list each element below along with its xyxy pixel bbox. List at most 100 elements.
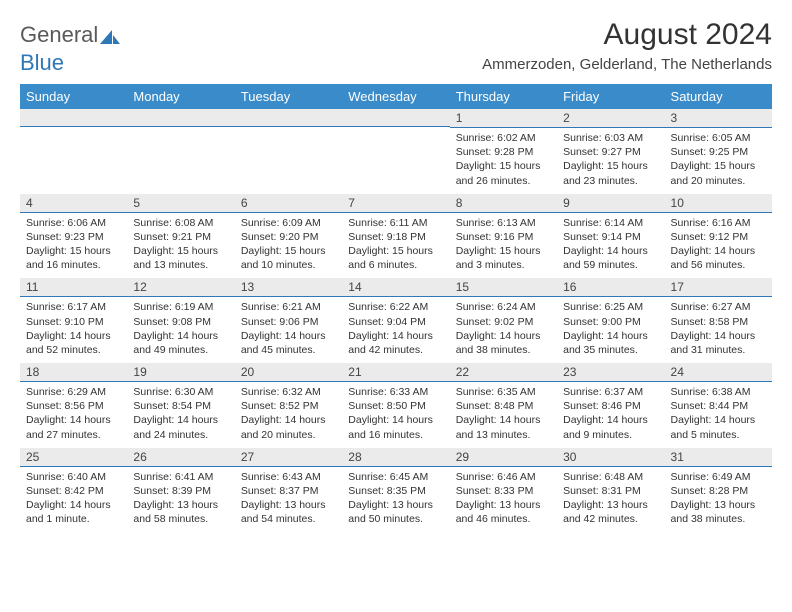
daylight-line: Daylight: 14 hours and 49 minutes.: [133, 330, 218, 356]
sunrise-line: Sunrise: 6:41 AM: [133, 471, 213, 483]
day-body: Sunrise: 6:37 AMSunset: 8:46 PMDaylight:…: [557, 382, 664, 448]
daylight-line: Daylight: 14 hours and 13 minutes.: [456, 414, 541, 440]
daylight-line: Daylight: 14 hours and 16 minutes.: [348, 414, 433, 440]
sunset-line: Sunset: 9:00 PM: [563, 316, 641, 328]
calendar-cell: 8Sunrise: 6:13 AMSunset: 9:16 PMDaylight…: [450, 194, 557, 279]
empty-day-body: [235, 127, 342, 185]
empty-day-head: [127, 109, 234, 127]
calendar-cell: 3Sunrise: 6:05 AMSunset: 9:25 PMDaylight…: [665, 109, 772, 194]
calendar-cell: [20, 109, 127, 194]
sunrise-line: Sunrise: 6:30 AM: [133, 386, 213, 398]
day-body: Sunrise: 6:06 AM Sunset: 9:23 PM Daylight:…: [20, 213, 127, 279]
calendar-cell: 20Sunrise: 6:32 AMSunset: 8:52 PMDayligh…: [235, 363, 342, 448]
day-number: 30: [557, 448, 664, 467]
day-number: 11: [20, 278, 127, 297]
calendar-cell: 19Sunrise: 6:30 AMSunset: 8:54 PMDayligh…: [127, 363, 234, 448]
daylight-line: Daylight: 14 hours and 9 minutes.: [563, 414, 648, 440]
daylight-line: Daylight: 14 hours and 1 minute.: [26, 499, 111, 525]
weekday-header: Tuesday: [235, 84, 342, 109]
calendar-cell: 31Sunrise: 6:49 AMSunset: 8:28 PMDayligh…: [665, 448, 772, 533]
daylight-line: Daylight: 14 hours and 20 minutes.: [241, 414, 326, 440]
brand-part2: Blue: [20, 50, 64, 75]
daylight-line: Daylight: 14 hours and 35 minutes.: [563, 330, 648, 356]
weekday-header: Friday: [557, 84, 664, 109]
day-number: 6: [235, 194, 342, 213]
sunrise-line: Sunrise: 6:40 AM: [26, 471, 106, 483]
calendar-cell: 21Sunrise: 6:33 AMSunset: 8:50 PMDayligh…: [342, 363, 449, 448]
daylight-line: Daylight: 14 hours and 59 minutes.: [563, 245, 648, 271]
daylight-line: Daylight: 14 hours and 56 minutes.: [671, 245, 756, 271]
day-number: 22: [450, 363, 557, 382]
sunrise-line: Sunrise: 6:49 AM: [671, 471, 751, 483]
day-body: Sunrise: 6:03 AMSunset: 9:27 PMDaylight:…: [557, 128, 664, 194]
sunrise-line: Sunrise: 6:02 AM: [456, 132, 536, 144]
sunset-line: Sunset: 9:23 PM: [26, 231, 104, 243]
sunset-line: Sunset: 9:28 PM: [456, 146, 534, 158]
day-body: Sunrise: 6:19 AMSunset: 9:08 PMDaylight:…: [127, 297, 234, 363]
day-body: Sunrise: 6:05 AMSunset: 9:25 PMDaylight:…: [665, 128, 772, 194]
calendar-cell: 12Sunrise: 6:19 AMSunset: 9:08 PMDayligh…: [127, 278, 234, 363]
day-body: Sunrise: 6:22 AM Sunset: 9:04 PM Daylight:…: [342, 297, 449, 363]
day-body: Sunrise: 6:32 AMSunset: 8:52 PMDaylight:…: [235, 382, 342, 448]
daylight-line: Daylight: 13 hours and 42 minutes.: [563, 499, 648, 525]
calendar-cell: 15Sunrise: 6:24 AMSunset: 9:02 PMDayligh…: [450, 278, 557, 363]
day-number: 10: [665, 194, 772, 213]
calendar-cell: 22Sunrise: 6:35 AMSunset: 8:48 PMDayligh…: [450, 363, 557, 448]
sunrise-line: Sunrise: 6:29 AM: [26, 386, 106, 398]
day-body: Sunrise: 6:17 AMSunset: 9:10 PMDaylight:…: [20, 297, 127, 363]
day-body: Sunrise: 6:46 AMSunset: 8:33 PMDaylight:…: [450, 467, 557, 533]
day-number: 9: [557, 194, 664, 213]
sunrise-line: Sunrise: 6:06 AM: [26, 217, 106, 229]
title-block: August 2024 Ammerzoden, Gelderland, The …: [482, 18, 772, 73]
sunrise-line: Sunrise: 6:43 AM: [241, 471, 321, 483]
calendar-cell: 24 Sunrise: 6:38 AM Sunset: 8:44 PM Dayligh…: [665, 363, 772, 448]
sunset-line: Sunset: 8:42 PM: [26, 485, 104, 497]
sunset-line: Sunset: 8:37 PM: [241, 485, 319, 497]
daylight-line: Daylight: 15 hours and 16 minutes.: [26, 245, 111, 271]
calendar-cell: 26Sunrise: 6:41 AMSunset: 8:39 PMDayligh…: [127, 448, 234, 533]
daylight-line: Daylight: 14 hours and 52 minutes.: [26, 330, 111, 356]
calendar-cell: 18Sunrise: 6:29 AMSunset: 8:56 PMDayligh…: [20, 363, 127, 448]
day-body: Sunrise: 6:14 AMSunset: 9:14 PMDaylight:…: [557, 213, 664, 279]
daylight-line: Daylight: 15 hours and 23 minutes.: [563, 160, 648, 186]
daylight-line: Daylight: 14 hours and 38 minutes.: [456, 330, 541, 356]
empty-day-body: [127, 127, 234, 185]
day-number: 28: [342, 448, 449, 467]
empty-day-body: [20, 127, 127, 185]
sunrise-line: Sunrise: 6:38 AM: [671, 386, 751, 398]
daylight-line: Daylight: 15 hours and 10 minutes.: [241, 245, 326, 271]
calendar-head: SundayMondayTuesdayWednesdayThursdayFrid…: [20, 84, 772, 109]
calendar-cell: 14Sunrise: 6:22 AMSunset: 9:04 PMDayligh…: [342, 278, 449, 363]
day-body: Sunrise: 6:27 AMSunset: 8:58 PMDaylight:…: [665, 297, 772, 363]
sunrise-line: Sunrise: 6:03 AM: [563, 132, 643, 144]
sunset-line: Sunset: 9:25 PM: [671, 146, 749, 158]
weekday-header: Thursday: [450, 84, 557, 109]
sunset-line: Sunset: 8:44 PM: [671, 400, 749, 412]
sunset-line: Sunset: 9:12 PM: [671, 231, 749, 243]
day-body: Sunrise: 6:49 AMSunset: 8:28 PMDaylight:…: [665, 467, 772, 533]
day-number: 27: [235, 448, 342, 467]
calendar-cell: 6Sunrise: 6:09 AMSunset: 9:20 PMDaylight…: [235, 194, 342, 279]
daylight-line: Daylight: 13 hours and 54 minutes.: [241, 499, 326, 525]
sunrise-line: Sunrise: 6:11 AM: [348, 217, 427, 229]
calendar-cell: [235, 109, 342, 194]
sunrise-line: Sunrise: 6:46 AM: [456, 471, 536, 483]
day-number: 24: [665, 363, 772, 382]
sunrise-line: Sunrise: 6:24 AM: [456, 301, 536, 313]
daylight-line: Daylight: 15 hours and 26 minutes.: [456, 160, 541, 186]
day-number: 18: [20, 363, 127, 382]
day-body: Sunrise: 6:43 AM Sunset: 8:37 PM Daylight:…: [235, 467, 342, 533]
daylight-line: Daylight: 14 hours and 5 minutes.: [671, 414, 756, 440]
daylight-line: Daylight: 15 hours and 13 minutes.: [133, 245, 218, 271]
sunset-line: Sunset: 9:04 PM: [348, 316, 426, 328]
day-number: 20: [235, 363, 342, 382]
calendar-cell: 2Sunrise: 6:03 AMSunset: 9:27 PMDaylight…: [557, 109, 664, 194]
day-body: Sunrise: 6:16 AMSunset: 9:12 PMDaylight:…: [665, 213, 772, 279]
calendar-week: 18Sunrise: 6:29 AMSunset: 8:56 PMDayligh…: [20, 363, 772, 448]
calendar-cell: 4Sunrise: 6:06 AMSunset: 9:23 PMDaylight…: [20, 194, 127, 279]
calendar-week: 1Sunrise: 6:02 AMSunset: 9:28 PMDaylight…: [20, 109, 772, 194]
daylight-line: Daylight: 14 hours and 42 minutes.: [348, 330, 433, 356]
month-title: August 2024: [482, 18, 772, 52]
sunset-line: Sunset: 9:10 PM: [26, 316, 104, 328]
sunrise-line: Sunrise: 6:22 AM: [348, 301, 428, 313]
